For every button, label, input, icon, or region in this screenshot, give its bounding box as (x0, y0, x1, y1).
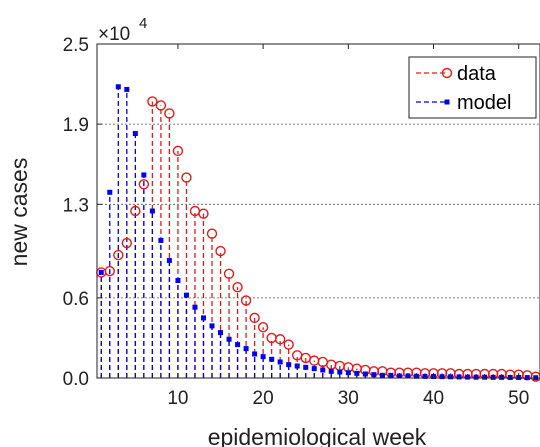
data-point (155, 100, 167, 111)
model-point (243, 346, 249, 352)
model-point (286, 362, 292, 368)
y-axis-title: new cases (6, 158, 32, 267)
legend-box (408, 56, 537, 119)
model-point (354, 370, 360, 376)
data-point (172, 145, 184, 157)
data-point (104, 265, 115, 277)
model-point (200, 315, 206, 321)
model-point (192, 304, 198, 310)
data-point (274, 334, 286, 345)
model-point (294, 363, 300, 369)
y-tick-label: 2.5 (63, 35, 89, 56)
legend-model-label: model (457, 92, 511, 114)
tick-labels: 0.0 0.6 1.3 1.9 2.5 10 20 30 40 50 (63, 35, 530, 409)
y-multiplier-exponent: 4 (139, 15, 147, 32)
model-point (320, 367, 326, 373)
model-point (98, 269, 104, 275)
model-point (260, 354, 266, 360)
y-tick-label: 1.3 (63, 195, 89, 216)
grid-lines (97, 123, 540, 299)
data-point (138, 179, 150, 190)
model-point (328, 368, 334, 374)
x-tick-label: 20 (253, 388, 274, 409)
model-point (218, 330, 224, 336)
data-point (223, 268, 235, 279)
stems (100, 86, 537, 378)
model-point (209, 323, 215, 329)
data-point (249, 312, 260, 324)
data-point (215, 245, 226, 257)
model-point (226, 336, 232, 342)
legend-data-marker (441, 67, 453, 79)
model-point (362, 371, 368, 377)
data-point (232, 281, 243, 293)
data-point (164, 108, 175, 119)
legend-data-label: data (457, 63, 497, 85)
y-multiplier-base: ×10 (98, 24, 130, 45)
model-point (277, 359, 283, 365)
model-point (337, 369, 343, 375)
legend-model-marker (444, 99, 450, 105)
model-point (183, 292, 189, 298)
y-tick-label: 1.9 (63, 115, 89, 136)
model-point (107, 189, 113, 195)
model-point (166, 257, 172, 263)
model-point (124, 86, 130, 92)
data-point (257, 322, 269, 333)
data-point (206, 228, 218, 239)
data-point (240, 295, 252, 306)
model-point (303, 364, 309, 370)
data-point (121, 237, 133, 249)
x-axis-title: epidemiological week (208, 424, 427, 447)
y-tick-label: 0.6 (63, 289, 89, 310)
x-tick-label: 10 (167, 388, 188, 409)
model-point (371, 372, 377, 378)
model-point (269, 356, 275, 362)
markers (96, 84, 540, 382)
model-point (149, 208, 155, 214)
model-point (252, 351, 258, 357)
y-tick-label: 0.0 (63, 369, 89, 390)
data-point (181, 172, 192, 183)
model-point (311, 366, 317, 372)
ticks (97, 43, 537, 379)
data-point (113, 249, 124, 261)
model-point (158, 237, 164, 243)
data-point (530, 371, 540, 382)
data-point (198, 208, 209, 219)
legend: data model (408, 56, 537, 119)
model-point (235, 342, 241, 348)
x-tick-label: 50 (508, 388, 529, 409)
model-point (379, 372, 385, 378)
model-point (175, 277, 181, 283)
model-point (345, 370, 351, 376)
data-point (147, 96, 158, 107)
plot-frame (96, 43, 540, 379)
model-point (141, 172, 147, 178)
model-point (388, 372, 394, 378)
data-point (130, 205, 141, 217)
model-point (132, 131, 138, 137)
x-tick-label: 40 (423, 388, 444, 409)
model-point (115, 84, 121, 90)
data-point (283, 339, 294, 350)
x-tick-label: 30 (338, 388, 359, 409)
